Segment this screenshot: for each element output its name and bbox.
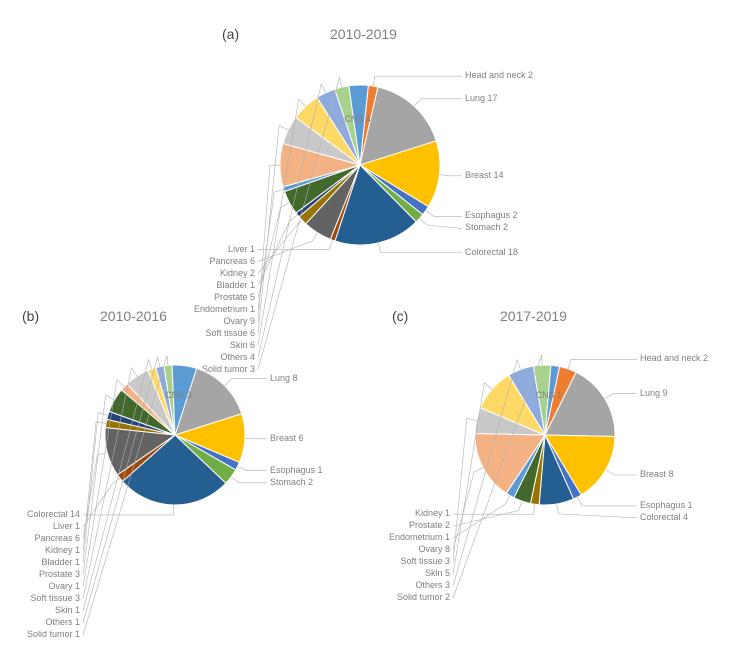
slice-label: Prostate 2 (409, 521, 450, 531)
slice-label: Colorectal 4 (640, 513, 688, 523)
slice-label: CNS 1 (536, 391, 563, 401)
leader-line (231, 477, 267, 483)
slice-label: Solid tumor 1 (27, 630, 80, 640)
slice-label: Liver 1 (53, 522, 80, 532)
slice-label: Colorectal 14 (27, 510, 80, 520)
slice-label: Breast 14 (465, 171, 504, 181)
slice-label: Bladder 1 (41, 558, 80, 568)
pie-chart-c (335, 225, 734, 645)
leader-line (439, 175, 462, 176)
slice-label: Lung 8 (270, 374, 298, 384)
leader-line (568, 359, 637, 368)
slice-label: Esophagus 1 (640, 501, 693, 511)
slice-label: Kidney 1 (415, 509, 450, 519)
slice-label: Lung 17 (465, 94, 498, 104)
slice-label: Ovary 8 (418, 545, 450, 555)
leader-line (373, 76, 462, 86)
slice-label: Others 1 (45, 618, 80, 628)
slice-label: Breast 6 (270, 434, 304, 444)
slice-label: Head and neck 2 (640, 354, 708, 364)
slice-label: Ovary 1 (48, 582, 80, 592)
slice-label: Head and neck 2 (465, 71, 533, 81)
slice-label: Breast 8 (640, 470, 674, 480)
leader-line (453, 467, 483, 550)
slice-label: Kidney 1 (45, 546, 80, 556)
leader-line (83, 478, 120, 527)
leader-line (426, 211, 462, 217)
leader-line (225, 379, 267, 386)
slice-label: Pancreas 6 (34, 534, 80, 544)
leader-line (453, 501, 522, 526)
leader-line (453, 496, 510, 539)
leader-line (414, 99, 462, 106)
slice-label: Solid tumor 2 (397, 593, 450, 603)
leader-line (577, 497, 637, 506)
slice-label: Skin 5 (425, 569, 450, 579)
leader-line (606, 470, 637, 475)
slice-label: Soft tissue 3 (30, 594, 80, 604)
slice-label: Lung 9 (640, 389, 668, 399)
slice-label: CNS 4 (344, 115, 371, 125)
slice-label: Soft tissue 3 (400, 557, 450, 567)
leader-line (238, 466, 267, 470)
slice-label: Esophagus 1 (270, 466, 323, 476)
slice-label: Skin 1 (55, 606, 80, 616)
slice-label: Prostate 3 (39, 570, 80, 580)
slice-label: Others 3 (415, 581, 450, 591)
slice-label: Endometrium 1 (389, 533, 450, 543)
leader-line (453, 418, 477, 562)
leader-line (605, 394, 637, 399)
slice-label: CNS 3 (165, 391, 192, 401)
slice-label: Esophagus 2 (465, 211, 518, 221)
slice-label: Stomach 2 (270, 478, 313, 488)
